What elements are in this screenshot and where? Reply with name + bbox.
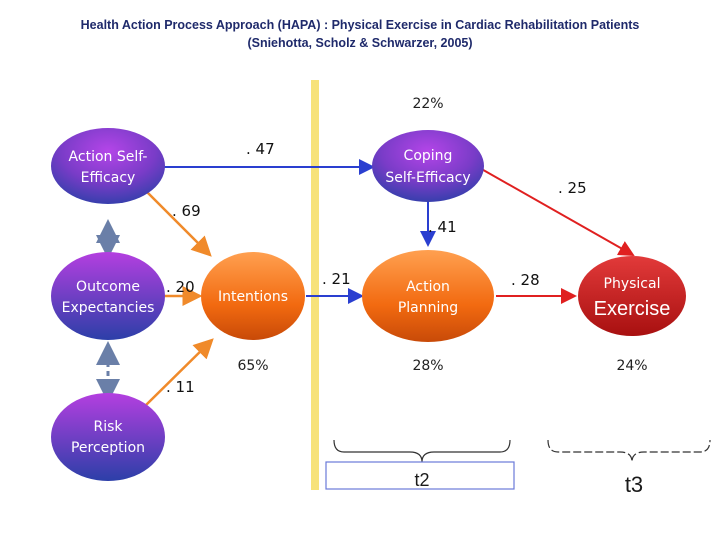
- coping-to-exercise-arrow: [477, 166, 635, 256]
- phase-divider: [311, 80, 319, 490]
- t2-label: t2: [414, 470, 429, 490]
- coping-self-efficacy-label-2: Self-Efficacy: [385, 170, 470, 186]
- outcome-expectancies-label-1: Outcome: [76, 279, 140, 295]
- coping-self-efficacy-label-1: Coping: [404, 148, 453, 164]
- intentions-node: Intentions: [201, 252, 305, 340]
- diagram-citation: (Sniehotta, Scholz & Schwarzer, 2005): [247, 36, 473, 50]
- coef-intentions-to-planning: . 21: [322, 270, 351, 288]
- intentions-label: Intentions: [218, 289, 288, 305]
- rp-to-intentions-arrow: [145, 338, 214, 406]
- t2-brace: [325, 439, 515, 490]
- action-planning-label-1: Action: [406, 279, 450, 295]
- action-self-efficacy-label-2: Efficacy: [81, 170, 136, 186]
- action-self-efficacy-label-1: Action Self-: [69, 149, 148, 165]
- coef-planning-to-exercise: . 28: [511, 271, 540, 289]
- variance-intentions: 65%: [237, 358, 268, 374]
- coef-coping-to-planning: . 41: [428, 218, 457, 236]
- physical-exercise-label-1: Physical: [604, 276, 661, 292]
- physical-exercise-node: Physical Exercise: [578, 256, 686, 336]
- t3-label: t3: [625, 472, 643, 497]
- action-self-efficacy-node: Action Self- Efficacy: [51, 128, 165, 204]
- action-planning-label-2: Planning: [398, 300, 458, 316]
- risk-perception-label-1: Risk: [93, 419, 123, 435]
- variance-exercise: 24%: [616, 358, 647, 374]
- risk-perception-label-2: Perception: [71, 440, 145, 456]
- risk-perception-node: Risk Perception: [51, 393, 165, 481]
- outcome-expectancies-label-2: Expectancies: [62, 300, 155, 316]
- coef-oe-to-intentions: . 20: [166, 278, 195, 296]
- ase-to-intentions-arrow: [144, 189, 212, 257]
- action-planning-node: Action Planning: [362, 250, 494, 342]
- coef-rp-to-intentions: . 11: [166, 378, 195, 396]
- coef-coping-to-exercise: . 25: [558, 179, 587, 197]
- diagram-title: Health Action Process Approach (HAPA) : …: [80, 18, 640, 32]
- physical-exercise-label-2: Exercise: [594, 298, 671, 320]
- variance-coping: 22%: [412, 96, 443, 112]
- t3-brace: [547, 439, 711, 463]
- variance-planning: 28%: [412, 358, 443, 374]
- coef-ase-to-coping: . 47: [246, 140, 275, 158]
- outcome-expectancies-node: Outcome Expectancies: [51, 252, 165, 340]
- coping-self-efficacy-node: Coping Self-Efficacy: [372, 130, 484, 202]
- coef-ase-to-intentions: . 69: [172, 202, 201, 220]
